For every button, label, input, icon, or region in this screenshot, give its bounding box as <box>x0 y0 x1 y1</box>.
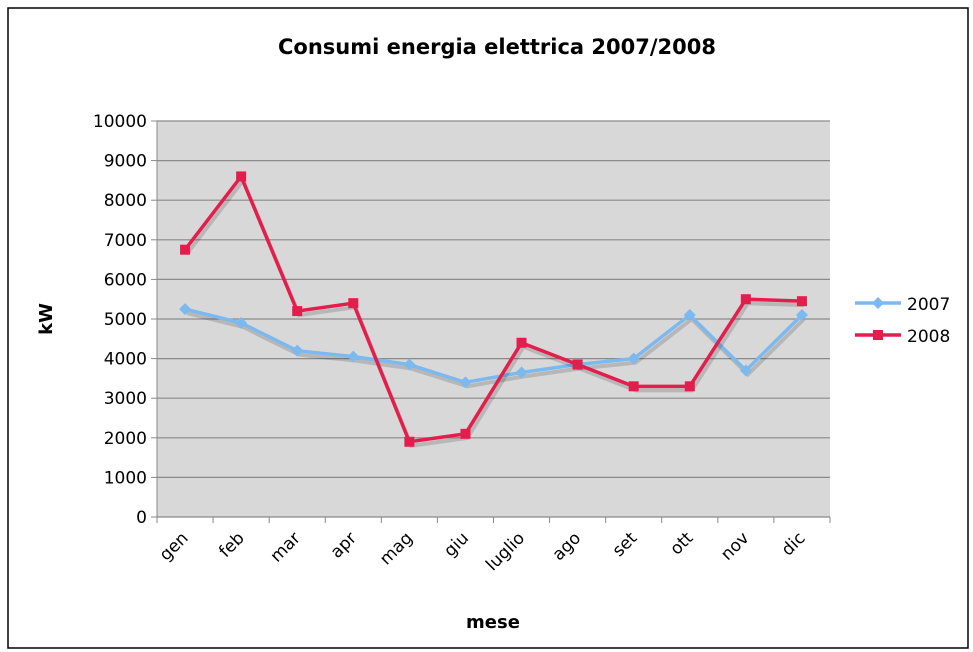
point <box>516 337 527 348</box>
point <box>180 244 191 255</box>
y-tick-label: 4000 <box>104 350 147 370</box>
point <box>403 358 416 371</box>
point <box>515 366 528 379</box>
legend-label: 2007 <box>907 295 950 315</box>
series-line <box>183 172 803 444</box>
point <box>460 428 471 439</box>
y-tick-label: 8000 <box>104 191 147 211</box>
point <box>795 309 808 322</box>
point <box>179 303 192 316</box>
legend-marker <box>873 330 883 340</box>
point <box>627 352 640 365</box>
y-tick-label: 7000 <box>104 231 147 251</box>
chart-title: Consumi energia elettrica 2007/2008 <box>278 35 716 59</box>
point <box>683 309 696 322</box>
y-tick-label: 3000 <box>104 389 147 409</box>
y-tick-label: 2000 <box>104 429 147 449</box>
y-tick-label: 6000 <box>104 270 147 290</box>
y-tick-label: 5000 <box>104 310 147 330</box>
point <box>348 298 359 309</box>
y-tick-label: 1000 <box>104 468 147 488</box>
y-axis-title: kW <box>36 303 57 335</box>
point <box>236 171 247 182</box>
point <box>684 381 695 392</box>
x-axis-title: mese <box>466 612 520 633</box>
point <box>291 344 304 357</box>
point <box>572 359 583 370</box>
point <box>347 350 360 363</box>
y-tick-label: 0 <box>136 508 147 528</box>
point <box>740 294 751 305</box>
point <box>739 364 752 377</box>
series-line <box>184 307 804 385</box>
legend-marker <box>872 297 884 309</box>
point <box>796 296 807 307</box>
point <box>235 316 248 329</box>
y-tick-label: 9000 <box>104 152 147 172</box>
point <box>404 436 415 447</box>
point <box>628 381 639 392</box>
point <box>292 306 303 317</box>
legend-label: 2008 <box>907 327 950 347</box>
y-tick-label: 10000 <box>93 112 147 132</box>
point <box>459 376 472 389</box>
